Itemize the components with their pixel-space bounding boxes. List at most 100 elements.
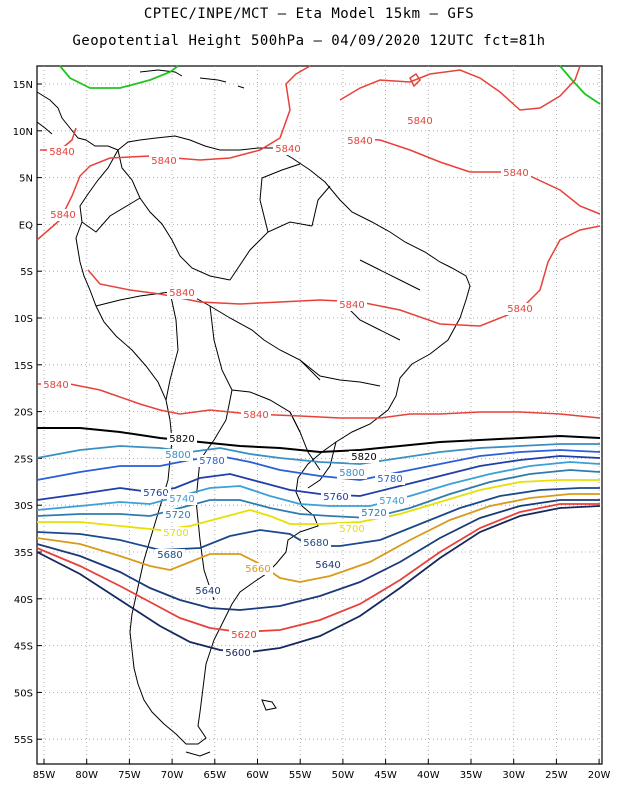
contour-label: 5680: [157, 550, 182, 561]
contour-label: 5780: [377, 474, 402, 485]
lat-tick-label: 25S: [14, 454, 33, 465]
contour-5620: [36, 503, 600, 633]
contour-label: 5840: [43, 380, 68, 391]
contour-label-bg: [501, 167, 531, 179]
contour-label-bg: [193, 585, 223, 597]
map-title-line1: CPTEC/INPE/MCT – Eta Model 15km – GFS: [143, 6, 475, 22]
contour-label-bg: [47, 146, 77, 158]
contour-labels: 5840 5840 5840 5840 5840 5840 5840 5840 5840 5840…: [41, 115, 535, 659]
contour-label: 5840: [407, 116, 432, 127]
contour-label: 5820: [169, 434, 194, 445]
lon-tick-label: 40W: [417, 770, 440, 781]
contour-label-bg: [301, 537, 331, 549]
lon-tick-label: 20W: [588, 770, 611, 781]
contour-label-bg: [167, 287, 197, 299]
contour-label: 5840: [50, 210, 75, 221]
contour-label-bg: [345, 135, 375, 147]
contour-label-bg: [349, 451, 379, 463]
lat-tick-label: 50S: [14, 688, 33, 699]
axis-ticks: [37, 83, 600, 764]
contour-label: 5840: [169, 288, 194, 299]
contour-label: 5680: [303, 538, 328, 549]
contour-label-bg: [377, 495, 407, 507]
contour-label: 5640: [195, 586, 220, 597]
contour-5600: [36, 505, 601, 653]
contour-label: 5840: [507, 304, 532, 315]
contour-5660: [36, 493, 600, 583]
contour-label: 5840: [339, 300, 364, 311]
contour-label-bg: [197, 455, 227, 467]
map-frame: [36, 65, 603, 765]
contour-label-bg: [405, 115, 435, 127]
contour-label: 5840: [151, 156, 176, 167]
contour-label-bg: [48, 209, 78, 221]
lat-lon-grid: [37, 66, 602, 764]
contour-label: 5720: [361, 508, 386, 519]
lat-tick-label: 40S: [14, 595, 33, 606]
lat-tick-label: 5N: [19, 174, 33, 185]
contour-label: 5840: [275, 144, 300, 155]
contour-5840: [36, 65, 601, 419]
lon-tick-label: 55W: [289, 770, 312, 781]
lon-tick-label: 70W: [161, 770, 184, 781]
lat-tick-label: 10N: [13, 127, 33, 138]
contour-label-bg: [321, 491, 351, 503]
contour-5780: [36, 449, 601, 481]
lon-tick-label: 80W: [75, 770, 98, 781]
contour-5640: [36, 499, 600, 611]
contour-label: 5840: [503, 168, 528, 179]
contour-label: 5820: [351, 452, 376, 463]
contour-label: 5620: [231, 630, 256, 641]
contour-label-bg: [155, 549, 185, 561]
lat-tick-label: 55S: [14, 735, 33, 746]
contour-label: 5660: [245, 564, 270, 575]
contour-label-bg: [167, 493, 197, 505]
lat-tick-label: 15N: [13, 80, 33, 91]
contour-5800: [36, 443, 600, 465]
contour-label: 5700: [339, 524, 364, 535]
lat-tick-label: 20S: [14, 408, 33, 419]
contour-label: 5840: [49, 147, 74, 158]
lat-tick-label: 5S: [20, 267, 33, 278]
contour-5760: [36, 455, 601, 501]
contour-label-bg: [313, 559, 343, 571]
lon-tick-label: 30W: [502, 770, 525, 781]
lon-tick-label: 35W: [460, 770, 483, 781]
contour-label-bg: [337, 467, 367, 479]
contour-label: 5840: [347, 136, 372, 147]
contour-label-bg: [163, 449, 193, 461]
contour-label-bg: [375, 473, 405, 485]
lat-tick-label: 30S: [14, 501, 33, 512]
contour-label: 5760: [143, 488, 168, 499]
contour-label-bg: [273, 143, 303, 155]
contour-label-bg: [505, 303, 535, 315]
contour-label: 5780: [199, 456, 224, 467]
contour-label: 5700: [163, 528, 188, 539]
contour-label-bg: [243, 563, 273, 575]
contour-label-bg: [223, 647, 253, 659]
lon-tick-label: 75W: [118, 770, 141, 781]
contour-5700: [37, 479, 600, 531]
lon-tick-label: 60W: [246, 770, 269, 781]
contour-label-bg: [163, 509, 193, 521]
contour-label-bg: [149, 155, 179, 167]
contour-label: 5760: [323, 492, 348, 503]
contour-label: 5800: [339, 468, 364, 479]
lat-tick-label: 10S: [14, 314, 33, 325]
lat-tick-label: 35S: [14, 548, 33, 559]
contour-label-bg: [167, 433, 197, 445]
lat-tick-label: EQ: [19, 220, 33, 231]
contour-label: 5740: [379, 496, 404, 507]
map-title-line2: Geopotential Height 500hPa – 04/09/2020 …: [72, 33, 546, 49]
contour-5740: [36, 461, 601, 511]
contour-label-bg: [337, 523, 367, 535]
lon-tick-label: 85W: [33, 770, 56, 781]
lon-tick-label: 25W: [545, 770, 568, 781]
contour-label-bg: [141, 487, 171, 499]
lat-tick-label: 45S: [14, 642, 33, 653]
contour-label: 5720: [165, 510, 190, 521]
contour-label-bg: [229, 629, 259, 641]
lon-tick-label: 45W: [374, 770, 397, 781]
contour-label: 5840: [243, 410, 268, 421]
